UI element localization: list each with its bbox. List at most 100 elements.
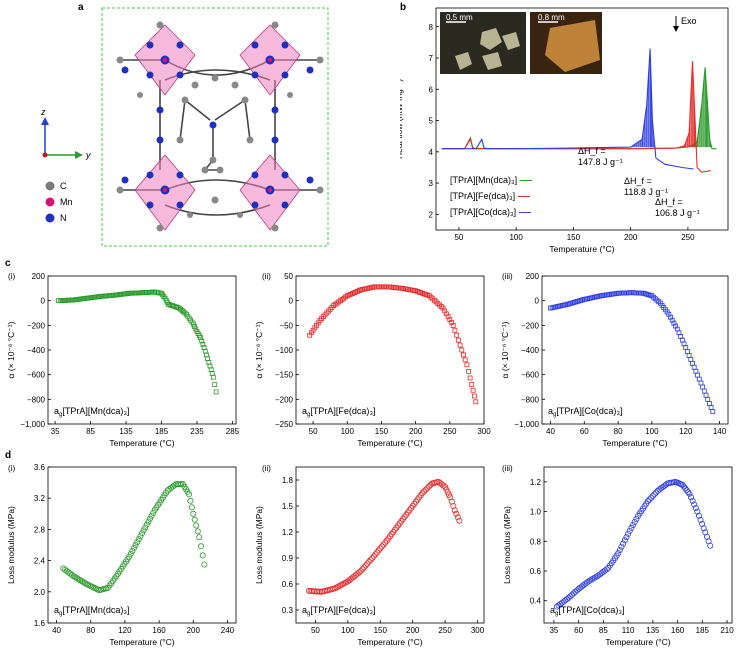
data-point	[375, 547, 382, 554]
sublabel-c-iii: (iii)	[502, 272, 513, 281]
y-tick-label: 0	[535, 297, 540, 306]
data-point	[686, 353, 692, 358]
data-point	[200, 341, 206, 347]
x-tick-label: 40	[546, 427, 555, 436]
data-point	[201, 561, 208, 568]
data-point	[706, 401, 712, 406]
data-point	[691, 501, 698, 508]
data-point	[62, 566, 69, 573]
data-point	[356, 569, 363, 576]
enthalpy-fe-label: ΔH_f =	[624, 176, 652, 186]
data-point	[191, 321, 196, 327]
y-tick-label: 3	[429, 179, 434, 188]
y-tick-label: 3.2	[34, 494, 46, 503]
x-tick-label: 200	[187, 626, 201, 635]
plot-frame	[295, 466, 485, 624]
data-point	[473, 399, 479, 405]
x-tick-label: 100	[341, 427, 355, 436]
data-point	[587, 577, 594, 584]
x-tick-label: 80	[614, 427, 623, 436]
legend-label-co: [TPrA][Co(dca)₃]	[450, 207, 517, 217]
x-tick-label: 150	[567, 233, 581, 242]
data-point	[197, 543, 204, 550]
data-point	[130, 544, 137, 551]
data-point	[198, 335, 203, 341]
x-tick-label: 150	[375, 427, 389, 436]
legend-swatch-n	[45, 213, 55, 223]
data-point	[588, 576, 595, 583]
y-tick-label: 0	[289, 297, 294, 306]
data-point	[73, 575, 80, 582]
y-tick-label: 2.4	[34, 557, 46, 566]
x-tick-label: 210	[720, 626, 734, 635]
data-point	[646, 496, 653, 503]
data-point	[196, 534, 203, 541]
data-point	[705, 396, 711, 402]
data-point	[193, 522, 200, 529]
chart-annotation: ag[TPrA][Mn(dca)₃]	[54, 605, 130, 617]
y-tick-label: −100	[275, 346, 294, 355]
data-point	[685, 488, 692, 495]
sublabel-d-ii: (ii)	[262, 464, 271, 473]
y-tick-label: 4	[429, 148, 434, 157]
y-tick-label: −800	[27, 395, 46, 404]
loss-modulus-chart-mn: 40 80 120 160 200 240 1.6 2.0 2.4 2.8 3.2 3.6 Temper…	[6, 463, 237, 647]
sublabel-c-ii: (ii)	[262, 272, 271, 281]
y-axis-label: α (× 10⁻⁶ °C⁻¹)	[254, 321, 264, 378]
loss-modulus-chart-co: 35 60 85 110 135 160 185 210 0.4 0.6 0.8 1.0 1.2 Temp…	[502, 466, 734, 647]
data-point	[569, 591, 576, 598]
scale-bar-label-1: 0.5 mm	[446, 13, 473, 22]
chart-annotation: ag[TPrA][Fe(dca)₃]	[302, 605, 376, 617]
data-point	[380, 541, 387, 548]
y-axis-label: Loss modulus (MPa)	[254, 506, 264, 584]
data-point	[129, 547, 136, 554]
data-point	[65, 569, 72, 576]
plot-frame	[435, 7, 729, 231]
data-point	[466, 368, 471, 374]
atom-group	[116, 21, 324, 232]
data-point	[138, 530, 145, 537]
data-point	[365, 558, 372, 565]
legend-label-fe: [TPrA][Fe(dca)₃]	[450, 191, 516, 201]
y-tick-label: −150	[275, 371, 294, 380]
data-point	[359, 566, 366, 573]
data-point	[703, 392, 709, 398]
data-point	[212, 382, 218, 387]
dsc-series-line	[441, 67, 717, 150]
loss-modulus-chart-fe: 50 100 150 200 250 300 0.3 0.6 0.9 1.2 1.5 1.8 Tempe…	[254, 466, 485, 647]
scale-bar-label-2: 0.8 mm	[538, 13, 565, 22]
alpha-chart-mn: 35 85 135 185 235 285 −1,000 −800 −600 −400 −200 0 2…	[6, 272, 240, 448]
data-point	[698, 380, 704, 386]
data-point	[451, 507, 458, 514]
y-tick-label: 6	[429, 85, 434, 94]
data-point	[450, 503, 457, 510]
dsc-series-line	[441, 48, 694, 170]
data-point	[456, 517, 463, 524]
data-point	[176, 481, 183, 488]
data-point	[81, 580, 88, 587]
data-point	[190, 510, 197, 517]
x-tick-label: 135	[646, 626, 660, 635]
data-point	[464, 362, 470, 368]
x-tick-label: 150	[374, 626, 388, 635]
data-point	[707, 542, 714, 549]
data-point	[424, 485, 431, 492]
axis-label-y: y	[85, 150, 91, 160]
data-point	[467, 375, 473, 381]
y-tick-label: −400	[521, 346, 540, 355]
data-point	[644, 498, 651, 505]
data-point	[377, 545, 384, 552]
data-point	[126, 553, 133, 560]
plot-frame	[295, 275, 485, 425]
x-tick-label: 200	[409, 427, 423, 436]
data-point	[592, 574, 599, 581]
y-tick-label: 0.9	[282, 554, 294, 563]
data-point	[188, 504, 195, 511]
data-point	[633, 516, 640, 523]
data-point	[689, 497, 696, 504]
data-point	[425, 483, 432, 490]
data-point	[603, 566, 610, 573]
x-axis-label: Temperature (°C)	[109, 637, 174, 647]
data-point	[686, 490, 693, 497]
x-axis-label: Temperature (°C)	[549, 244, 614, 254]
